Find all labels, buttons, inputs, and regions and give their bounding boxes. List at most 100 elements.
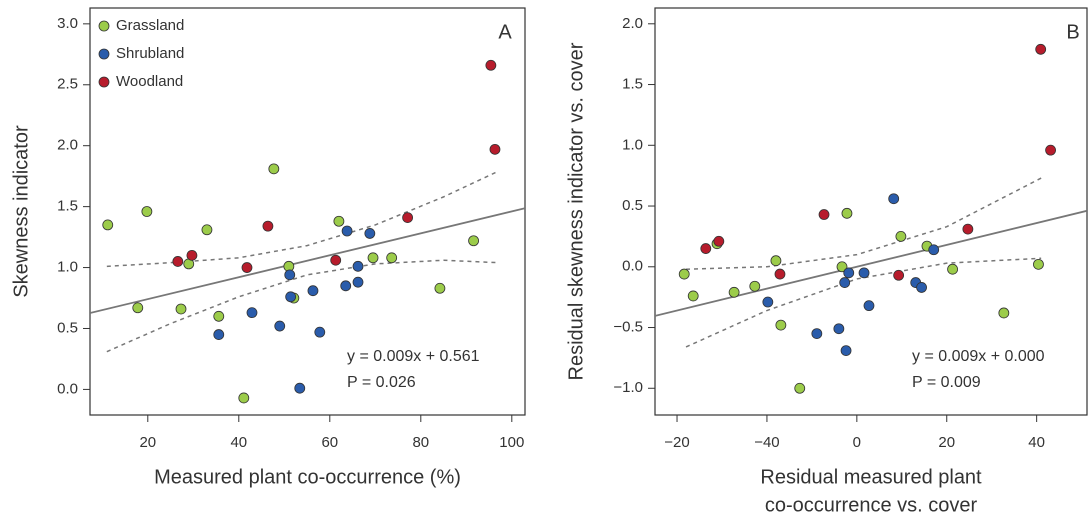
- point: [102, 219, 114, 231]
- point: [489, 143, 501, 155]
- point: [307, 285, 319, 297]
- p-value: P = 0.009: [912, 374, 981, 391]
- point: [434, 282, 446, 294]
- point: [294, 382, 306, 394]
- point: [1035, 43, 1047, 55]
- panel-label: A: [498, 21, 512, 43]
- x-tick-label: 40: [230, 434, 247, 451]
- point: [713, 235, 725, 247]
- x-tick-label: 60: [321, 434, 338, 451]
- point: [700, 243, 712, 254]
- point: [241, 262, 253, 273]
- point: [836, 261, 848, 273]
- point: [186, 249, 198, 261]
- y-tick-label: 2.5: [57, 76, 78, 93]
- plot-content: [655, 43, 1087, 394]
- point: [774, 268, 786, 280]
- x-axis-label: Residual measured plant: [760, 466, 982, 488]
- confidence-band: [106, 170, 499, 268]
- point: [762, 296, 774, 308]
- point: [201, 224, 213, 236]
- point: [367, 252, 379, 264]
- point: [314, 326, 326, 338]
- point: [770, 255, 782, 267]
- point: [1033, 258, 1044, 270]
- y-tick-label: 0.0: [57, 380, 78, 397]
- point: [687, 290, 699, 302]
- point: [775, 319, 787, 331]
- point: [141, 206, 153, 217]
- point: [352, 276, 364, 288]
- point: [352, 260, 364, 272]
- point: [728, 286, 740, 298]
- point: [678, 268, 690, 280]
- y-axis-label: Skewness indicator: [10, 125, 32, 298]
- trend-line: [90, 207, 525, 314]
- equation: y = 0.009x + 0.000: [912, 348, 1045, 365]
- x-tick-label: 20: [139, 434, 156, 451]
- legend-label: Shrubland: [116, 45, 184, 62]
- point: [213, 329, 225, 340]
- legend-marker: [98, 20, 110, 32]
- point: [928, 244, 940, 256]
- confidence-band: [685, 257, 1042, 348]
- y-tick-label: 1.0: [57, 259, 78, 276]
- y-tick-label: 0.5: [622, 197, 643, 214]
- point: [749, 280, 761, 292]
- point: [341, 225, 353, 237]
- plot-content: [90, 59, 525, 404]
- x-tick-label: 20: [938, 434, 955, 451]
- point: [843, 267, 855, 279]
- point: [818, 209, 830, 220]
- point: [274, 320, 286, 332]
- y-tick-label: 0.5: [57, 319, 78, 336]
- plot-frame: [89, 7, 526, 416]
- point: [364, 228, 376, 239]
- legend-marker: [98, 76, 110, 88]
- point: [947, 263, 958, 275]
- point: [1045, 144, 1056, 156]
- p-value: P = 0.026: [347, 374, 416, 391]
- equation: y = 0.009x + 0.561: [347, 348, 480, 365]
- point: [833, 323, 845, 335]
- y-tick-label: 2.0: [57, 137, 78, 154]
- point: [916, 282, 927, 293]
- confidence-band: [685, 177, 1042, 270]
- point: [330, 254, 342, 266]
- point: [841, 207, 853, 219]
- point: [962, 223, 974, 235]
- y-tick-label: 2.0: [622, 15, 643, 32]
- y-tick-label: 1.5: [57, 198, 78, 215]
- point: [998, 307, 1010, 319]
- x-tick-label: −40: [754, 434, 779, 451]
- x-tick-label: 40: [1028, 434, 1045, 451]
- x-axis-label: Measured plant co-occurrence (%): [154, 466, 461, 488]
- point: [262, 220, 274, 232]
- point: [340, 280, 352, 292]
- point: [858, 267, 870, 279]
- x-axis-label: co-occurrence vs. cover: [765, 494, 978, 516]
- point: [285, 291, 297, 303]
- y-tick-label: 1.0: [622, 136, 643, 153]
- point: [811, 328, 823, 340]
- confidence-band: [106, 259, 499, 353]
- panel-label: B: [1066, 21, 1079, 43]
- point: [840, 345, 852, 357]
- point: [284, 269, 296, 281]
- y-tick-label: 1.5: [622, 76, 643, 93]
- point: [839, 277, 851, 288]
- y-tick-label: −0.5: [613, 318, 643, 335]
- x-tick-label: 0: [853, 434, 861, 451]
- x-tick-label: −20: [664, 434, 689, 451]
- x-tick-label: 80: [412, 434, 429, 451]
- y-tick-label: 3.0: [57, 15, 78, 32]
- point: [172, 256, 184, 267]
- point: [175, 303, 187, 315]
- point: [132, 302, 144, 314]
- trend-line: [655, 209, 1087, 317]
- y-axis-label: Residual skewness indicator vs. cover: [565, 42, 587, 380]
- point: [268, 163, 280, 175]
- legend-label: Grassland: [116, 17, 184, 34]
- legend-label: Woodland: [116, 73, 183, 90]
